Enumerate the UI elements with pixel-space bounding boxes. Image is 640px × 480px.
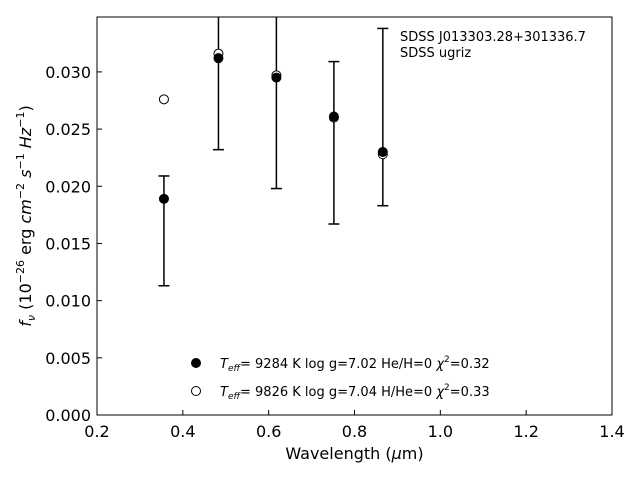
y-tick-label: 0.030 <box>45 63 91 82</box>
data-point-filled <box>328 111 339 122</box>
svg-text:Teff= 9826 K log g=7.04 H/H: Teff= 9826 K log g=7.04 H/He=0 χ2=0.33 <box>220 383 490 402</box>
data-point-filled <box>158 193 169 204</box>
legend-entry-filled: Teff= 9284 K log g=7.02 He/H=0 χ2=0.32 <box>191 355 490 374</box>
error-bars <box>158 17 389 287</box>
legend-chi2-1: =0.32 <box>450 357 490 372</box>
model-series-open <box>158 48 388 160</box>
legend-logg-2: log g=7.04 <box>305 385 377 400</box>
data-point-filled <box>271 72 282 83</box>
legend: Teff= 9284 K log g=7.02 He/H=0 χ2=0.32 T… <box>191 355 490 402</box>
legend-logg-1: log g=7.02 <box>305 357 377 372</box>
y-axis: 0.000 0.005 0.010 0.015 0.020 0.025 0.030 <box>45 63 102 425</box>
y-tick-label: 0.015 <box>45 234 91 253</box>
y-axis-title: fν (10−26 erg cm−2 s−1 Hz−1) <box>14 105 38 326</box>
data-point-filled <box>377 146 388 157</box>
legend-marker-open <box>191 386 201 396</box>
svg-text:Teff= 9284 K log g=7.02 He/: Teff= 9284 K log g=7.02 He/H=0 χ2=0.32 <box>220 355 490 374</box>
legend-teff-1: 9284 K <box>255 357 301 372</box>
y-tick-label: 0.025 <box>45 120 91 139</box>
data-point-filled <box>213 53 224 64</box>
y-tick-label: 0.020 <box>45 177 91 196</box>
data-point-open <box>158 94 169 105</box>
x-tick-label: 1.4 <box>599 422 624 441</box>
x-tick-label: 0.2 <box>84 422 109 441</box>
model-series-filled <box>158 53 388 204</box>
plot-area <box>158 17 389 287</box>
legend-entry-open: Teff= 9826 K log g=7.04 H/He=0 χ2=0.33 <box>191 383 490 402</box>
x-tick-label: 0.6 <box>256 422 281 441</box>
legend-marker-filled <box>191 358 201 368</box>
legend-comp-2: H/He=0 <box>381 385 432 400</box>
y-tick-label: 0.005 <box>45 349 91 368</box>
x-tick-label: 0.8 <box>342 422 367 441</box>
object-name-label: SDSS J013303.28+301336.7 <box>400 30 586 45</box>
photometry-bands-label: SDSS ugriz <box>400 46 471 61</box>
x-tick-label: 1.2 <box>513 422 538 441</box>
plot-frame <box>96 16 613 416</box>
legend-teff-2: 9826 K <box>255 385 301 400</box>
x-axis-title: Wavelength (μm) <box>285 444 423 463</box>
y-tick-label: 0.010 <box>45 292 91 311</box>
x-tick-label: 1.0 <box>428 422 453 441</box>
legend-comp-1: He/H=0 <box>381 357 432 372</box>
x-tick-label: 0.4 <box>170 422 195 441</box>
y-tick-label: 0.000 <box>45 406 91 425</box>
legend-chi2-2: =0.33 <box>450 385 490 400</box>
x-axis: 0.2 0.4 0.6 0.8 1.0 1.2 1.4 <box>84 410 625 441</box>
